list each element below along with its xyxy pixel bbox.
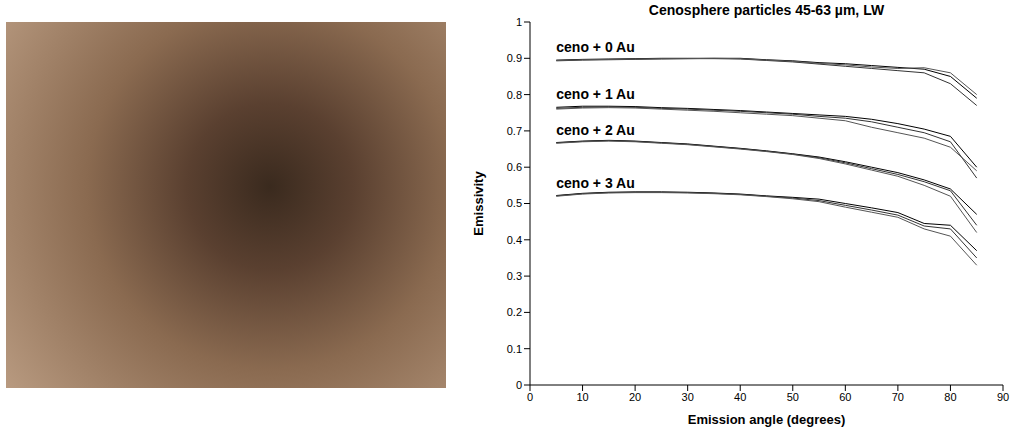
svg-text:90: 90 <box>997 391 1009 403</box>
svg-text:0.2: 0.2 <box>507 306 522 318</box>
svg-text:0: 0 <box>527 391 533 403</box>
svg-text:0.5: 0.5 <box>507 197 522 209</box>
html-text:Cenosphere particles 45-63 µm,: Cenosphere particles 45-63 µm, LW <box>648 2 885 18</box>
svg-text:ceno + 3 Au: ceno + 3 Au <box>556 175 634 191</box>
svg-text:0.9: 0.9 <box>507 52 522 64</box>
svg-text:10: 10 <box>576 391 588 403</box>
svg-text:0.3: 0.3 <box>507 270 522 282</box>
svg-text:70: 70 <box>892 391 904 403</box>
svg-text:ceno + 2 Au: ceno + 2 Au <box>556 122 634 138</box>
svg-text:ceno + 1 Au: ceno + 1 Au <box>556 86 634 102</box>
svg-text:1: 1 <box>516 16 522 28</box>
svg-text:50: 50 <box>787 391 799 403</box>
svg-text:60: 60 <box>839 391 851 403</box>
svg-text:80: 80 <box>944 391 956 403</box>
svg-text:0.6: 0.6 <box>507 161 522 173</box>
svg-text:40: 40 <box>734 391 746 403</box>
svg-text:30: 30 <box>682 391 694 403</box>
svg-text:0.1: 0.1 <box>507 343 522 355</box>
svg-text:20: 20 <box>629 391 641 403</box>
svg-text:0.8: 0.8 <box>507 89 522 101</box>
svg-text:Emission angle (degrees): Emission angle (degrees) <box>688 412 846 427</box>
svg-text:0.7: 0.7 <box>507 125 522 137</box>
svg-text:Emissivity: Emissivity <box>471 171 486 236</box>
svg-text:0: 0 <box>516 379 522 391</box>
svg-text:ceno + 0 Au: ceno + 0 Au <box>556 39 634 55</box>
svg-text:0.4: 0.4 <box>507 234 522 246</box>
